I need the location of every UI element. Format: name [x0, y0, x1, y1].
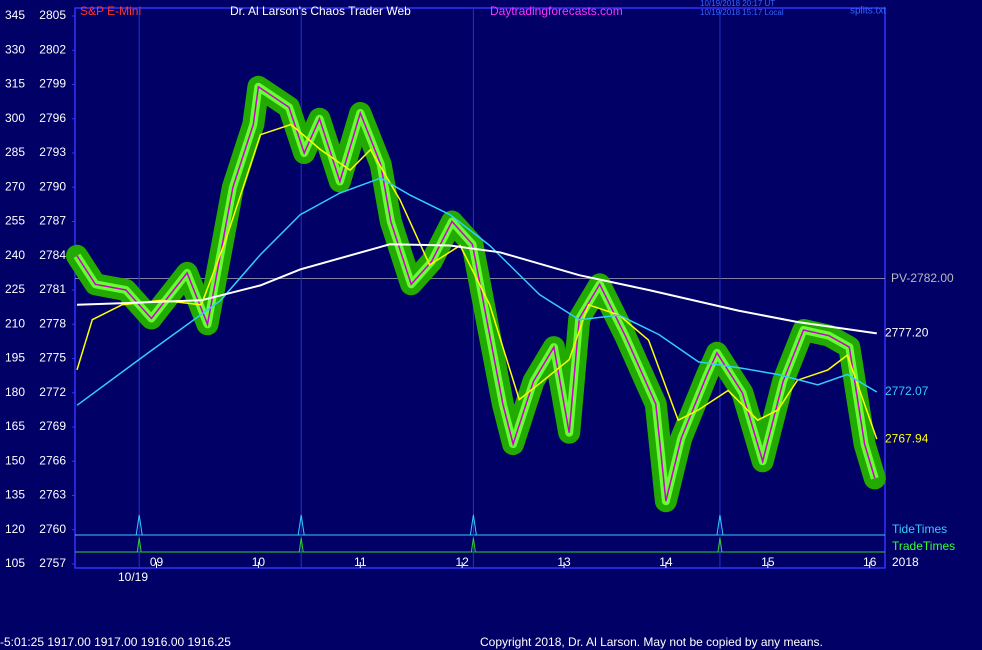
- trade-label: TradeTimes: [892, 539, 955, 553]
- y-tick-label: 2784: [39, 248, 66, 262]
- y2-tick-label: 315: [5, 77, 25, 91]
- y2-tick-label: 300: [5, 111, 25, 125]
- tide-spike: [469, 514, 477, 536]
- price-line: [76, 85, 876, 502]
- y-tick-label: 2775: [39, 351, 66, 365]
- symbol: S&P E-Mini: [80, 4, 141, 18]
- y2-tick-label: 240: [5, 248, 25, 262]
- y-tick-label: 2802: [39, 42, 66, 56]
- y2-tick-label: 180: [5, 385, 25, 399]
- y-tick-label: 2760: [39, 522, 66, 536]
- y2-tick-label: 195: [5, 351, 25, 365]
- y-tick-label: 2781: [39, 282, 66, 296]
- trade-spike: [298, 537, 304, 553]
- timestamp: 10/19/2018 15:17 Local: [700, 8, 784, 17]
- y2-tick-label: 270: [5, 179, 25, 193]
- y2-tick-label: 225: [5, 282, 25, 296]
- y-tick-label: 2805: [39, 8, 66, 22]
- x-tick-label: 09: [150, 555, 164, 569]
- y-tick-label: 2763: [39, 488, 66, 502]
- pv-label: PV-2782.00: [891, 271, 954, 285]
- date-label: 10/19: [118, 570, 148, 584]
- y2-tick-label: 135: [5, 488, 25, 502]
- y-tick-label: 2772: [39, 385, 66, 399]
- x-tick-label: 12: [455, 555, 469, 569]
- y-tick-label: 2799: [39, 77, 66, 91]
- y-tick-label: 2787: [39, 214, 66, 228]
- x-tick-label: 14: [659, 555, 673, 569]
- x-tick-label: 15: [761, 555, 775, 569]
- plot-frame: [74, 7, 886, 569]
- trade-spike: [470, 537, 476, 553]
- y-tick-label: 2778: [39, 316, 66, 330]
- y2-tick-label: 345: [5, 8, 25, 22]
- series-line: [76, 243, 877, 335]
- y-tick-label: 2757: [39, 556, 66, 570]
- y-tick-label: 2796: [39, 111, 66, 125]
- year-label: 2018: [892, 555, 919, 569]
- tide-spike: [297, 514, 305, 536]
- y2-tick-label: 105: [5, 556, 25, 570]
- end-label: 2767.94: [885, 431, 929, 445]
- y2-tick-label: 285: [5, 145, 25, 159]
- y2-tick-label: 150: [5, 453, 25, 467]
- trade-spike: [717, 537, 723, 553]
- timestamp: 10/19/2018 20:17 UT: [700, 0, 775, 8]
- file-label: splits.txt: [850, 6, 886, 17]
- tide-spike: [716, 514, 724, 536]
- y2-tick-label: 330: [5, 42, 25, 56]
- series-line: [76, 123, 878, 440]
- tide-label: TideTimes: [892, 522, 947, 536]
- trade-spike: [136, 537, 142, 553]
- x-tick-label: 13: [557, 555, 571, 569]
- status-line: -5:01:25 1917.00 1917.00 1916.00 1916.25: [0, 635, 231, 649]
- copyright: Copyright 2018, Dr. Al Larson. May not b…: [480, 635, 823, 649]
- y2-tick-label: 120: [5, 522, 25, 536]
- chart-title: Dr. Al Larson's Chaos Trader Web: [230, 4, 411, 18]
- y-tick-label: 2766: [39, 453, 66, 467]
- y2-tick-label: 255: [5, 214, 25, 228]
- x-tick-label: 11: [354, 555, 367, 569]
- end-label: 2772.07: [885, 384, 929, 398]
- end-label: 2777.20: [885, 326, 929, 340]
- y-tick-label: 2790: [39, 179, 66, 193]
- tide-spike: [135, 514, 143, 536]
- y-tick-label: 2793: [39, 145, 66, 159]
- y2-tick-label: 210: [5, 316, 25, 330]
- series-line: [76, 177, 878, 406]
- x-tick-label: 16: [863, 555, 877, 569]
- y2-tick-label: 165: [5, 419, 25, 433]
- x-tick-label: 10: [252, 555, 266, 569]
- website: Daytradingforecasts.com: [490, 4, 623, 18]
- y-tick-label: 2769: [39, 419, 66, 433]
